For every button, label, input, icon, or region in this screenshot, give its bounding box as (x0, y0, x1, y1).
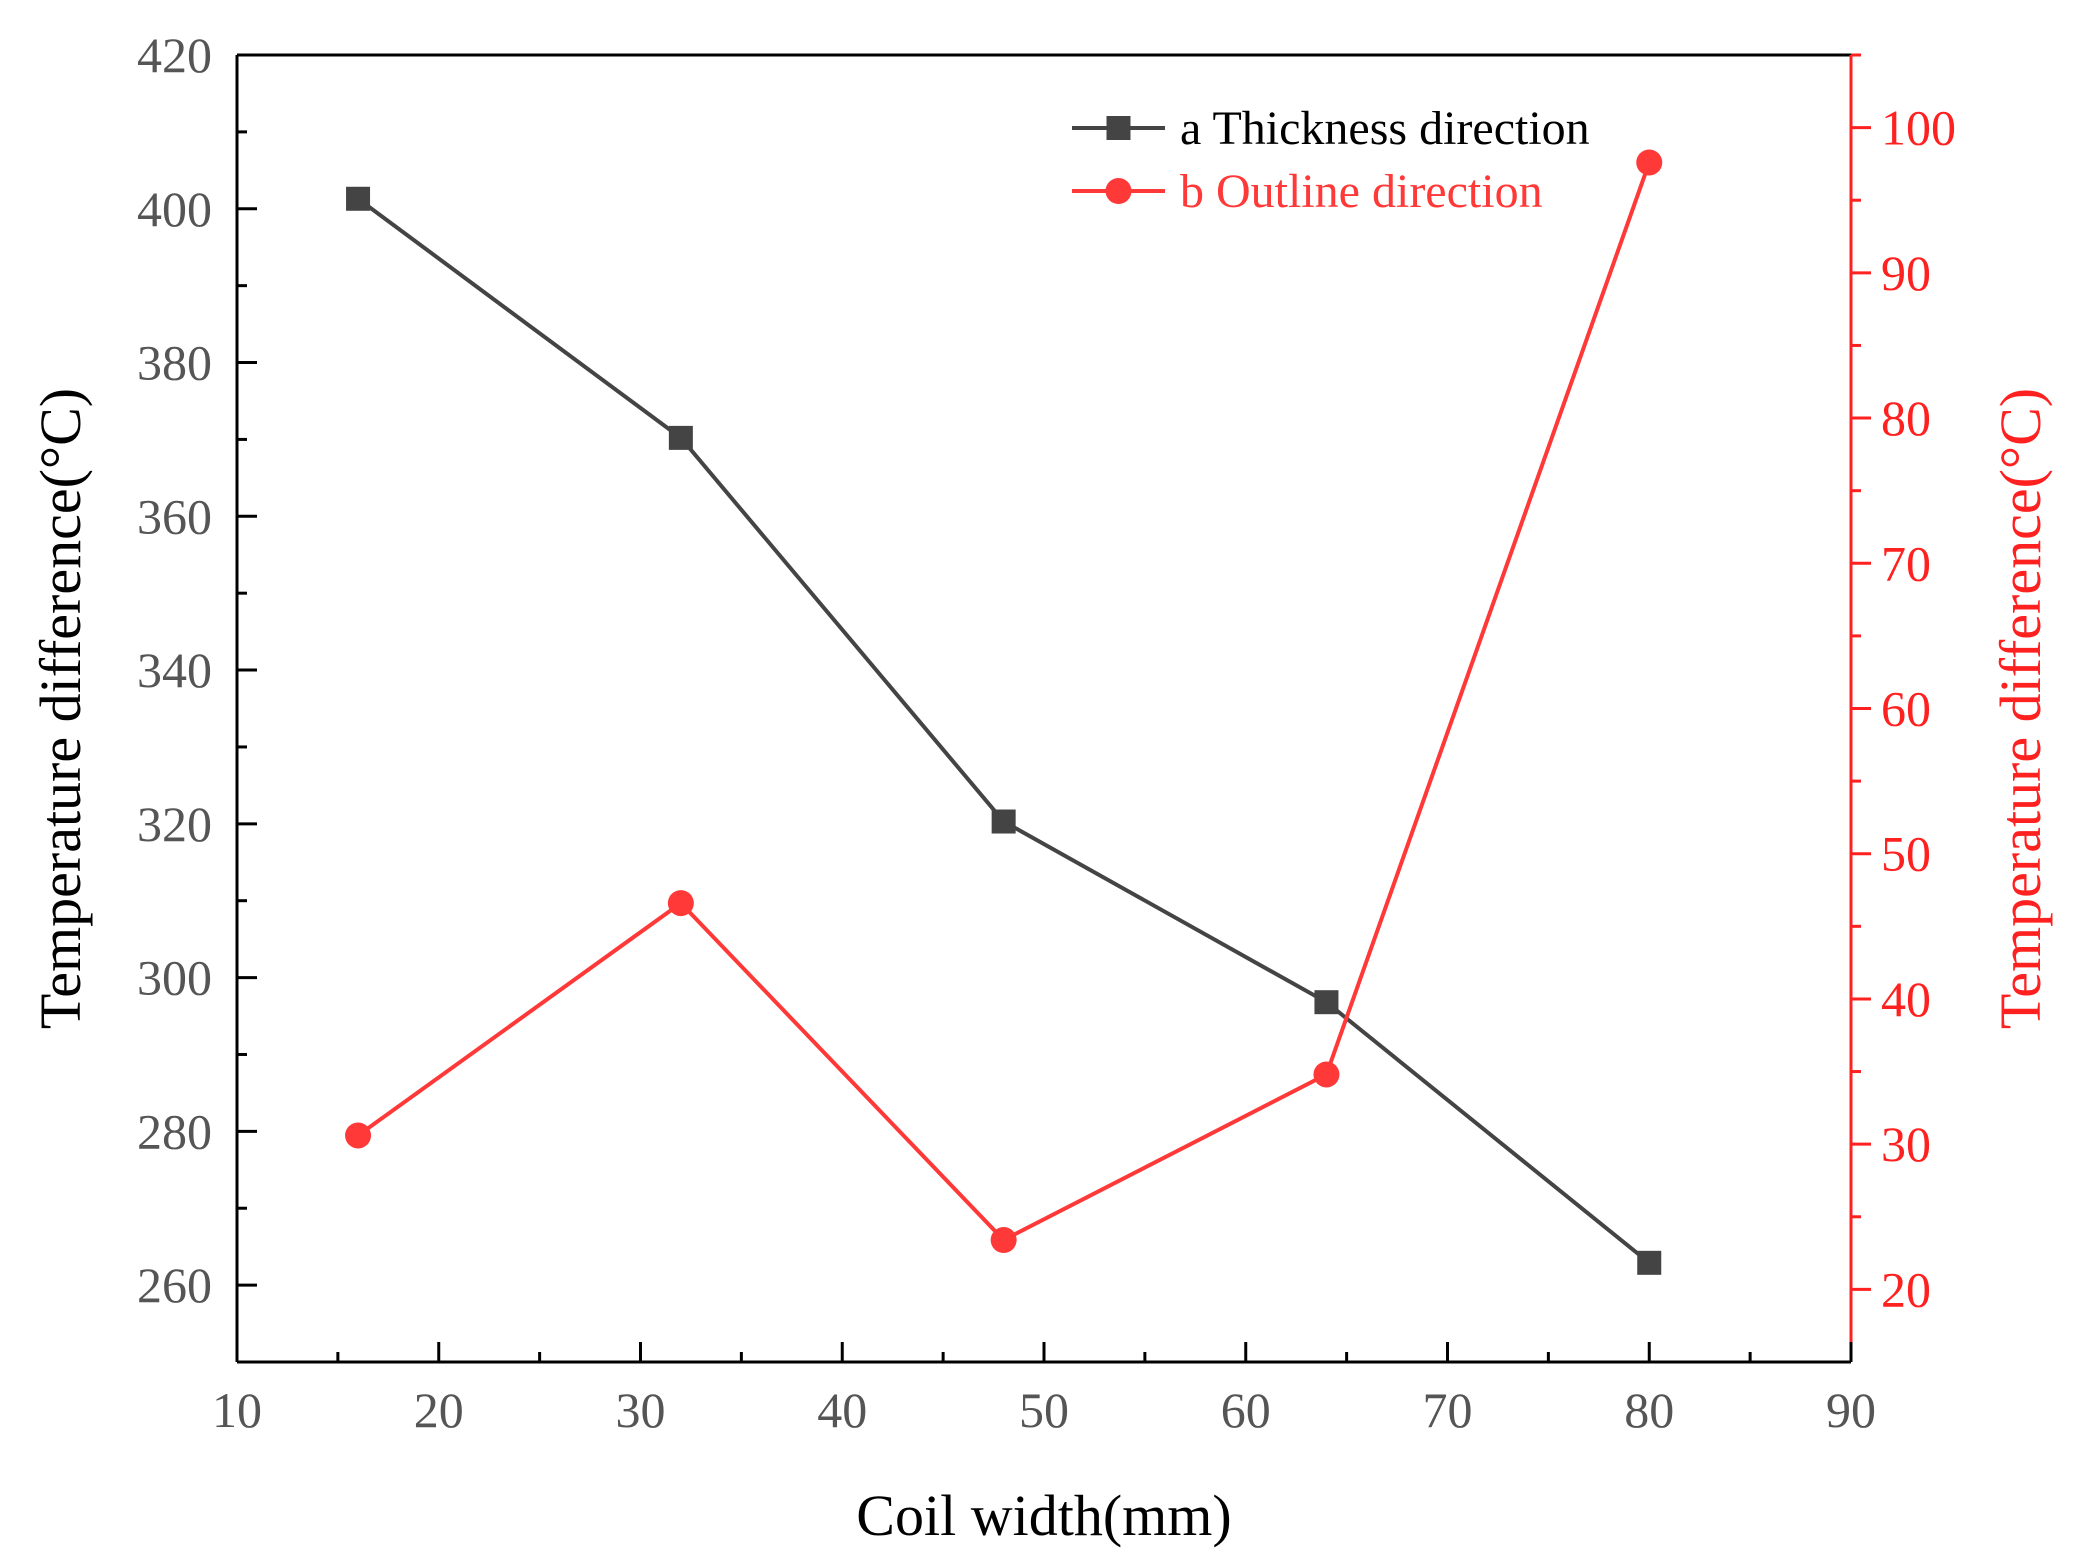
legend-label-1: a Thickness direction (1180, 102, 1590, 155)
x-tick-label: 70 (1423, 1382, 1473, 1438)
series-1-line (356, 197, 1651, 1265)
y-left-tick-label: 380 (137, 335, 212, 391)
series-2-point (345, 1122, 372, 1149)
y-right-tick-label: 30 (1881, 1116, 1931, 1172)
x-tick-label: 40 (817, 1382, 867, 1438)
series-1-point (668, 425, 693, 450)
x-tick-label: 50 (1019, 1382, 1069, 1438)
y-left-tick-label: 280 (137, 1103, 212, 1159)
legend: a Thickness direction b Outline direction (1072, 102, 1590, 218)
legend-label-2: b Outline direction (1180, 165, 1543, 218)
y-left-tick-label: 320 (137, 796, 212, 852)
x-tick-label: 10 (212, 1382, 262, 1438)
y-right-tick-label: 90 (1881, 245, 1931, 301)
y-left-tick-label: 340 (137, 642, 212, 698)
series-2-point (1636, 149, 1663, 176)
x-tick-label: 20 (414, 1382, 464, 1438)
series-2-line (356, 161, 1652, 1243)
series-2-point (1313, 1061, 1340, 1088)
y-right-tick-label: 50 (1881, 826, 1931, 882)
series-1-point (991, 809, 1016, 834)
y-left-axis-title: Temperature difference(°C) (28, 388, 93, 1029)
series-2-point (990, 1227, 1017, 1254)
y-left-tick-label: 260 (137, 1257, 212, 1313)
legend-marker-2 (1105, 178, 1132, 204)
y-right-tick-label: 70 (1881, 535, 1931, 591)
series-1-point (346, 186, 371, 211)
y-right-tick-label: 20 (1881, 1261, 1931, 1317)
y-right-tick-label: 100 (1881, 100, 1956, 156)
y-left-tick-label: 360 (137, 488, 212, 544)
x-axis-title: Coil width(mm) (856, 1483, 1231, 1548)
legend-marker-1 (1106, 116, 1131, 140)
series-1-point (1314, 990, 1339, 1015)
y-right-tick-label: 40 (1881, 971, 1931, 1027)
x-tick-label: 90 (1826, 1382, 1876, 1438)
y-left-tick-label: 420 (137, 27, 212, 83)
y-right-axis-title: Temperature difference(°C) (1988, 388, 2053, 1029)
axes-group: 10 20 30 40 50 60 70 80 90 260 280 300 320 340 360 380 4… (28, 27, 2053, 1548)
series-1-point (1637, 1250, 1662, 1275)
y-left-tick-label: 300 (137, 950, 212, 1006)
series-2-point (667, 890, 694, 917)
x-tick-label: 60 (1221, 1382, 1271, 1438)
y-left-tick-label: 400 (137, 181, 212, 237)
x-tick-label: 80 (1624, 1382, 1674, 1438)
y-right-tick-label: 60 (1881, 681, 1931, 737)
series-group (345, 149, 1663, 1275)
y-right-tick-label: 80 (1881, 390, 1931, 446)
x-tick-label: 30 (616, 1382, 666, 1438)
